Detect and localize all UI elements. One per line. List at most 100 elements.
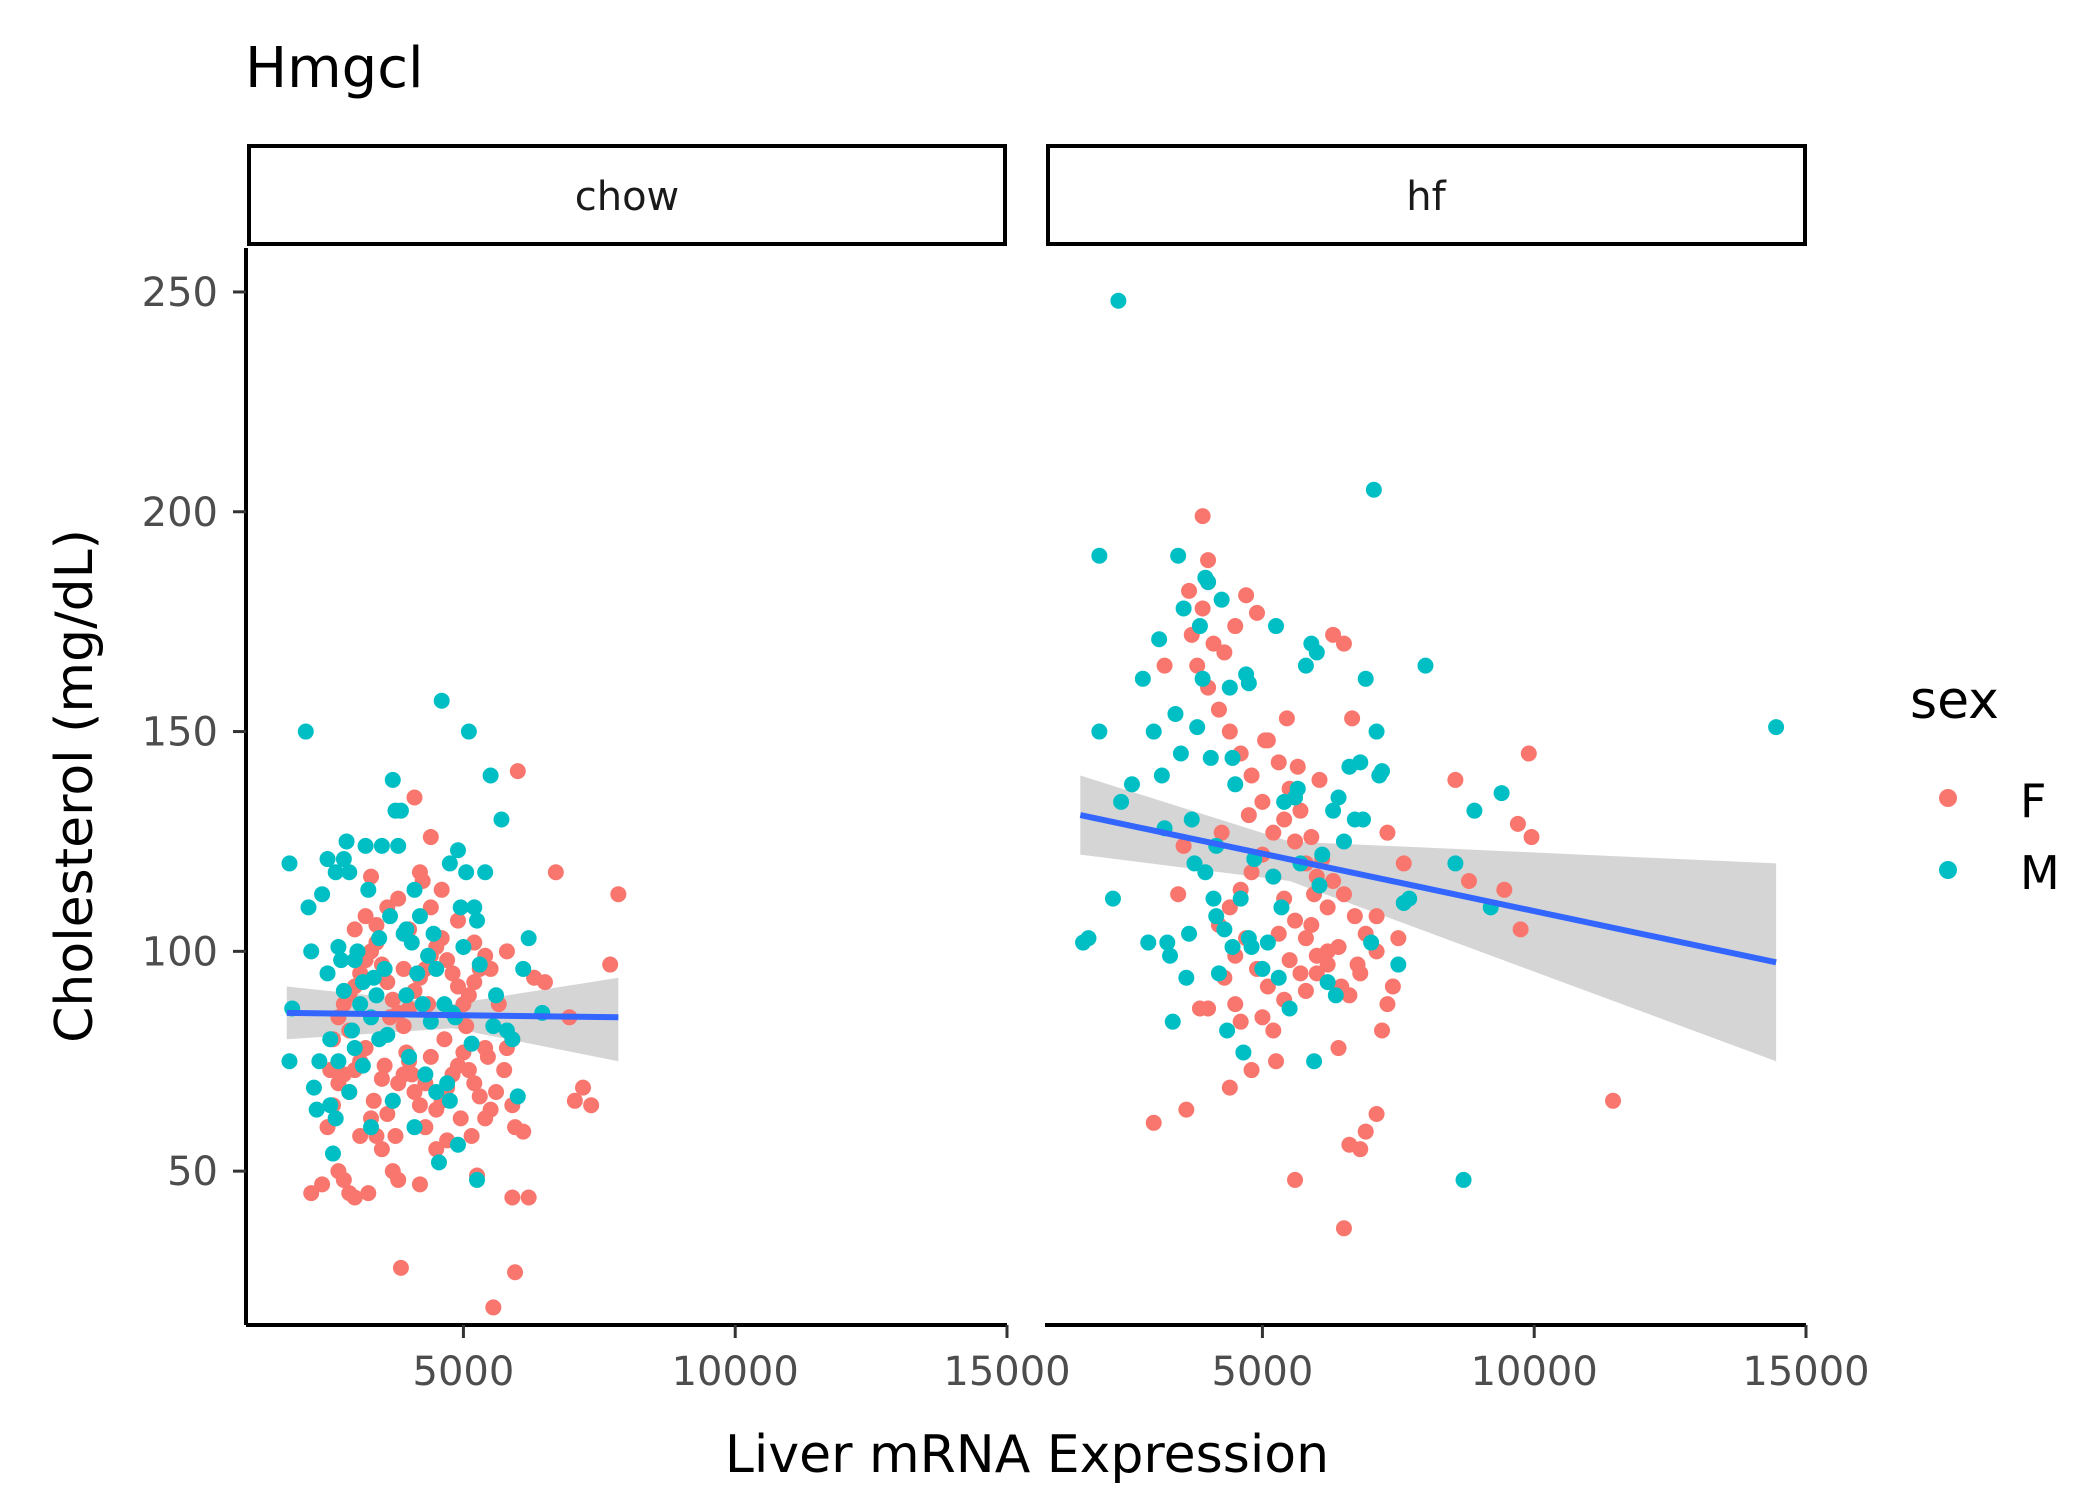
point-hf-M <box>1270 969 1287 986</box>
point-hf-M <box>1314 846 1331 863</box>
point-chow-F <box>460 1062 477 1079</box>
point-chow-F <box>482 1101 499 1118</box>
point-hf-F <box>1276 811 1293 828</box>
point-chow-M <box>300 899 317 916</box>
point-chow-M <box>482 767 499 784</box>
point-hf-M <box>1493 785 1510 802</box>
point-hf-M <box>1091 547 1108 564</box>
confidence-ribbon-hf <box>1080 775 1777 1062</box>
point-chow-M <box>333 952 350 969</box>
x-tick-label-hf: 5000 <box>1212 1349 1314 1395</box>
point-hf-F <box>1227 618 1244 635</box>
point-hf-M <box>1273 899 1290 916</box>
point-chow-M <box>363 1119 380 1136</box>
point-chow-F <box>575 1079 592 1096</box>
point-chow-M <box>322 1097 339 1114</box>
point-hf-M <box>1219 1022 1236 1039</box>
point-hf-F <box>1145 1114 1162 1131</box>
point-hf-M <box>1181 925 1198 942</box>
point-hf-F <box>1319 899 1336 916</box>
legend-key-m <box>1939 861 1957 879</box>
y-tick-label: 50 <box>167 1149 218 1195</box>
point-hf-F <box>1297 982 1314 999</box>
point-chow-F <box>449 912 466 929</box>
point-hf-M <box>1330 789 1347 806</box>
point-hf-M <box>1213 591 1230 608</box>
point-chow-F <box>406 789 423 806</box>
point-chow-F <box>496 1062 513 1079</box>
point-chow-F <box>452 1110 469 1127</box>
point-hf-M <box>1123 776 1140 793</box>
point-chow-M <box>403 934 420 951</box>
point-chow-F <box>422 1048 439 1065</box>
facet-strip-chow <box>247 144 1007 246</box>
point-chow-M <box>430 1154 447 1171</box>
point-hf-F <box>1605 1092 1622 1109</box>
point-hf-M <box>1224 749 1241 766</box>
point-hf-M <box>1224 938 1241 955</box>
point-hf-F <box>1395 855 1412 872</box>
point-chow-M <box>477 864 494 881</box>
point-chow-F <box>363 868 380 885</box>
point-chow-M <box>319 965 336 982</box>
point-chow-F <box>346 1189 363 1206</box>
point-hf-F <box>1243 1062 1260 1079</box>
point-hf-F <box>1384 978 1401 995</box>
point-hf-F <box>1270 754 1287 771</box>
facet-label-chow: chow <box>575 174 680 220</box>
point-hf-M <box>1390 956 1407 973</box>
point-hf-M <box>1167 705 1184 722</box>
point-chow-M <box>311 1053 328 1070</box>
point-chow-M <box>365 969 382 986</box>
regression-line-hf <box>1079 812 1777 966</box>
point-chow-F <box>471 1088 488 1105</box>
point-chow-F <box>395 1018 412 1035</box>
point-hf-F <box>1292 802 1309 819</box>
point-hf-M <box>1232 890 1249 907</box>
point-chow-M <box>439 1075 456 1092</box>
point-chow-M <box>322 1031 339 1048</box>
point-chow-F <box>536 974 553 991</box>
point-hf-M <box>1189 719 1206 736</box>
point-chow-M <box>308 1101 325 1118</box>
point-hf-M <box>1210 965 1227 982</box>
point-chow-F <box>392 1259 409 1276</box>
point-hf-M <box>1455 1171 1472 1188</box>
point-hf-M <box>1170 547 1187 564</box>
point-hf-F <box>1289 758 1306 775</box>
point-hf-F <box>1248 604 1265 621</box>
point-hf-M <box>1080 930 1097 947</box>
point-chow-F <box>357 908 374 925</box>
point-chow-M <box>458 864 475 881</box>
point-hf-M <box>1363 934 1380 951</box>
point-hf-F <box>1335 886 1352 903</box>
point-hf-M <box>1202 749 1219 766</box>
facet-strip-hf <box>1046 144 1807 246</box>
point-hf-F <box>1232 1013 1249 1030</box>
point-hf-F <box>1257 732 1274 749</box>
point-chow-F <box>384 991 401 1008</box>
point-chow-F <box>583 1097 600 1114</box>
point-hf-M <box>1208 908 1225 925</box>
point-chow-F <box>602 956 619 973</box>
point-chow-M <box>305 1079 322 1096</box>
point-hf-F <box>1265 1022 1282 1039</box>
point-chow-M <box>398 987 415 1004</box>
point-chow-M <box>493 811 510 828</box>
point-hf-M <box>1352 754 1369 771</box>
point-chow-M <box>520 930 537 947</box>
point-chow-F <box>346 921 363 938</box>
point-hf-F <box>1213 824 1230 841</box>
point-hf-F <box>1181 582 1198 599</box>
point-hf-M <box>1466 802 1483 819</box>
point-chow-F <box>428 1141 445 1158</box>
point-chow-M <box>349 943 366 960</box>
facet-label-hf: hf <box>1406 174 1446 220</box>
point-hf-M <box>1374 763 1391 780</box>
point-hf-F <box>1496 881 1513 898</box>
point-chow-F <box>610 886 627 903</box>
point-chow-M <box>485 1018 502 1035</box>
point-chow-M <box>488 987 505 1004</box>
point-hf-F <box>1189 657 1206 674</box>
point-hf-M <box>1259 934 1276 951</box>
